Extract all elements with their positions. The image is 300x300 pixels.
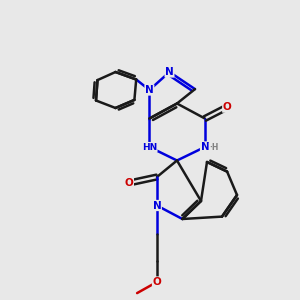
Text: HN: HN — [142, 142, 157, 152]
Text: N: N — [200, 142, 209, 152]
Text: O: O — [223, 102, 232, 112]
Text: N: N — [152, 200, 161, 211]
Text: O: O — [152, 277, 161, 287]
Text: N: N — [145, 85, 154, 95]
Text: O: O — [124, 178, 134, 188]
Text: N: N — [165, 67, 174, 77]
Text: ·H: ·H — [209, 143, 219, 152]
